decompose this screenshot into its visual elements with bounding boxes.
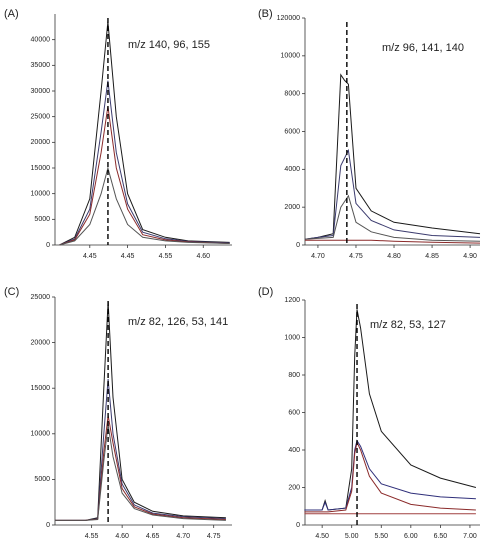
panel-label: (A) bbox=[4, 8, 19, 20]
x-tick-label: 4.60 bbox=[196, 253, 210, 260]
x-tick-label: 4.75 bbox=[207, 533, 221, 540]
series-line bbox=[59, 21, 230, 246]
x-tick-label: 6.00 bbox=[404, 533, 418, 540]
y-tick-label: 10000 bbox=[31, 431, 51, 438]
series-line bbox=[304, 440, 476, 513]
series-line bbox=[305, 239, 481, 244]
y-tick-label: 1000 bbox=[284, 334, 300, 341]
panel-label: (B) bbox=[258, 8, 273, 20]
x-tick-label: 4.90 bbox=[463, 253, 477, 260]
x-tick-label: 6.50 bbox=[434, 533, 448, 540]
y-tick-label: 120000 bbox=[277, 15, 300, 22]
series-line bbox=[59, 80, 230, 246]
y-tick-label: 15000 bbox=[31, 385, 51, 392]
y-tick-label: 200 bbox=[288, 484, 300, 491]
y-tick-label: 6000 bbox=[284, 128, 300, 135]
x-tick-label: 4.75 bbox=[349, 253, 363, 260]
y-tick-label: 25000 bbox=[31, 294, 51, 301]
series-line bbox=[304, 309, 477, 511]
y-tick-label: 800 bbox=[288, 372, 300, 379]
x-tick-label: 4.55 bbox=[85, 533, 99, 540]
x-tick-label: 4.80 bbox=[387, 253, 401, 260]
series-line bbox=[304, 148, 481, 240]
y-tick-label: 40000 bbox=[31, 37, 51, 44]
annotation: m/z 140, 96, 155 bbox=[128, 39, 210, 51]
annotation: m/z 96, 141, 140 bbox=[382, 42, 464, 54]
series-line bbox=[55, 415, 226, 521]
y-tick-label: 0 bbox=[46, 242, 50, 249]
y-tick-label: 600 bbox=[288, 409, 300, 416]
x-tick-label: 4.45 bbox=[83, 253, 97, 260]
x-tick-label: 7.00 bbox=[463, 533, 477, 540]
y-tick-label: 25000 bbox=[31, 114, 51, 121]
y-tick-label: 1200 bbox=[284, 297, 300, 304]
y-tick-label: 5000 bbox=[34, 476, 50, 483]
x-tick-label: 4.85 bbox=[425, 253, 439, 260]
annotation: m/z 82, 126, 53, 141 bbox=[128, 316, 228, 328]
x-tick-label: 4.45 bbox=[121, 253, 135, 260]
y-tick-label: 0 bbox=[296, 242, 300, 249]
x-tick-label: 4.70 bbox=[176, 533, 190, 540]
y-tick-label: 20000 bbox=[31, 139, 51, 146]
x-tick-label: 4.70 bbox=[311, 253, 325, 260]
x-tick-label: 4.65 bbox=[146, 533, 160, 540]
y-tick-label: 8000 bbox=[284, 91, 300, 98]
y-tick-label: 400 bbox=[288, 447, 300, 454]
x-tick-label: 5.50 bbox=[374, 533, 388, 540]
panel-label: (C) bbox=[4, 286, 19, 298]
y-tick-label: 0 bbox=[46, 522, 50, 529]
series-line bbox=[55, 301, 226, 521]
y-tick-label: 2000 bbox=[284, 204, 300, 211]
y-tick-label: 20000 bbox=[31, 339, 51, 346]
y-tick-label: 35000 bbox=[31, 62, 51, 69]
y-tick-label: 10000 bbox=[31, 191, 51, 198]
x-tick-label: 4.60 bbox=[115, 533, 129, 540]
y-tick-label: 0 bbox=[296, 522, 300, 529]
x-tick-label: 4.55 bbox=[159, 253, 173, 260]
annotation: m/z 82, 53, 127 bbox=[370, 319, 446, 331]
y-tick-label: 4000 bbox=[284, 166, 300, 173]
y-tick-label: 5000 bbox=[34, 216, 50, 223]
x-tick-label: 5.00 bbox=[345, 533, 359, 540]
x-tick-label: 4.50 bbox=[315, 533, 329, 540]
y-tick-label: 30000 bbox=[31, 88, 51, 95]
y-tick-label: 15000 bbox=[31, 165, 51, 172]
series-line bbox=[59, 106, 230, 246]
series-line bbox=[304, 194, 481, 242]
series-line bbox=[304, 73, 481, 240]
y-tick-label: 10000 bbox=[281, 53, 301, 60]
series-line bbox=[304, 439, 476, 511]
panel-label: (D) bbox=[258, 286, 273, 298]
series-line bbox=[59, 166, 230, 246]
series-line bbox=[55, 424, 226, 521]
series-line bbox=[55, 379, 226, 521]
